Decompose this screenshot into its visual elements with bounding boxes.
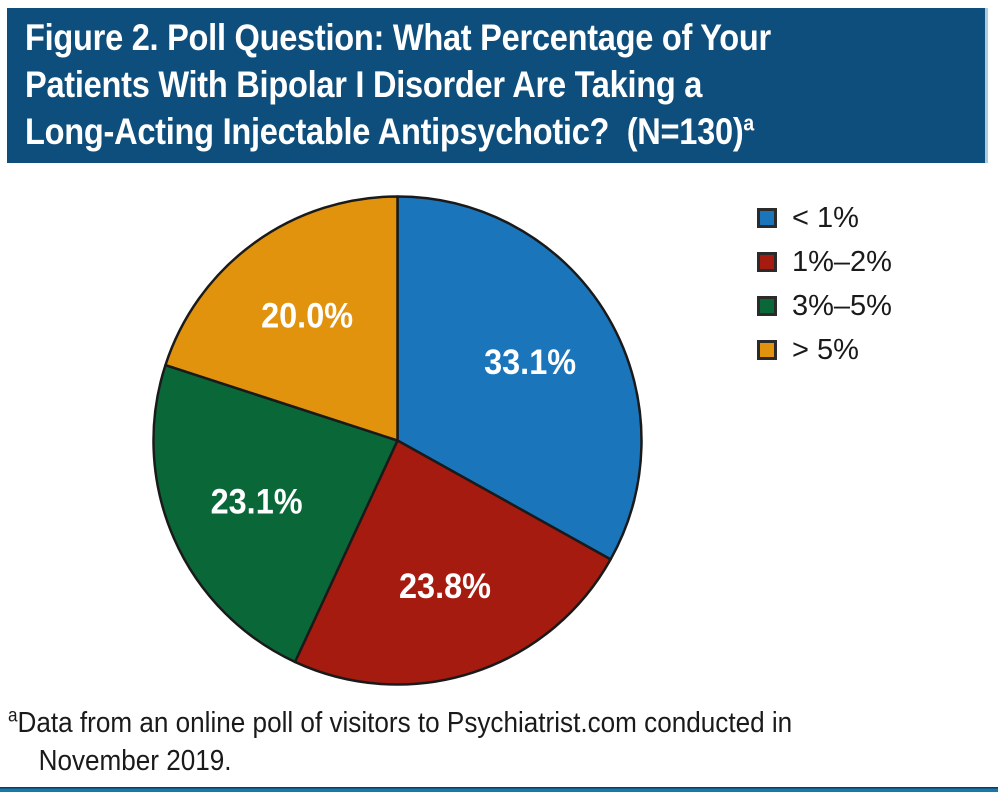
figure-title-line-1: Figure 2. Poll Question: What Percentage… [25,17,771,58]
legend-item-lt1: < 1% [757,203,892,233]
legend-label-1to2: 1%–2% [792,246,892,278]
legend-label-3to5: 3%–5% [792,290,892,322]
figure-title-line-3: Long-Acting Injectable Antipsychotic? (N… [25,108,870,155]
figure-title-line-2: Patients With Bipolar I Disorder Are Tak… [25,64,703,105]
footnote-line-1: aData from an online poll of visitors to… [8,704,998,742]
legend-swatch-gt5 [757,340,777,360]
pie-slice-label-3: 20.0% [261,297,353,336]
pie-slice-2 [152,363,399,664]
footnote-line-2: November 2019. [38,745,232,777]
legend-swatch-lt1 [757,208,777,228]
legend-swatch-3to5 [757,296,777,316]
pie-slice-label-0: 33.1% [484,343,576,382]
pie-slice-label-2: 23.1% [211,483,303,522]
figure-title-bar: Figure 2. Poll Question: What Percentage… [7,8,988,163]
title-footnote-superscript: a [743,110,754,136]
pie-slice-1 [293,439,612,686]
legend-item-3to5: 3%–5% [757,291,892,321]
footnote: aData from an online poll of visitors to… [8,704,998,780]
legend-label-gt5: > 5% [792,334,859,366]
legend-item-gt5: > 5% [757,335,892,365]
bottom-rule-divider [0,787,998,792]
legend-item-1to2: 1%–2% [757,247,892,277]
figure-title-line-3-text: Long-Acting Injectable Antipsychotic? (N… [25,111,744,152]
legend: < 1% 1%–2% 3%–5% > 5% [757,203,892,379]
pie-slice-3 [164,195,399,442]
legend-swatch-1to2 [757,252,777,272]
pie-slice-0 [396,195,643,561]
pie-slice-label-1: 23.8% [399,567,491,606]
footnote-line-1-text: Data from an online poll of visitors to … [17,707,793,739]
legend-label-lt1: < 1% [792,202,859,234]
footnote-superscript-marker: a [8,705,18,727]
